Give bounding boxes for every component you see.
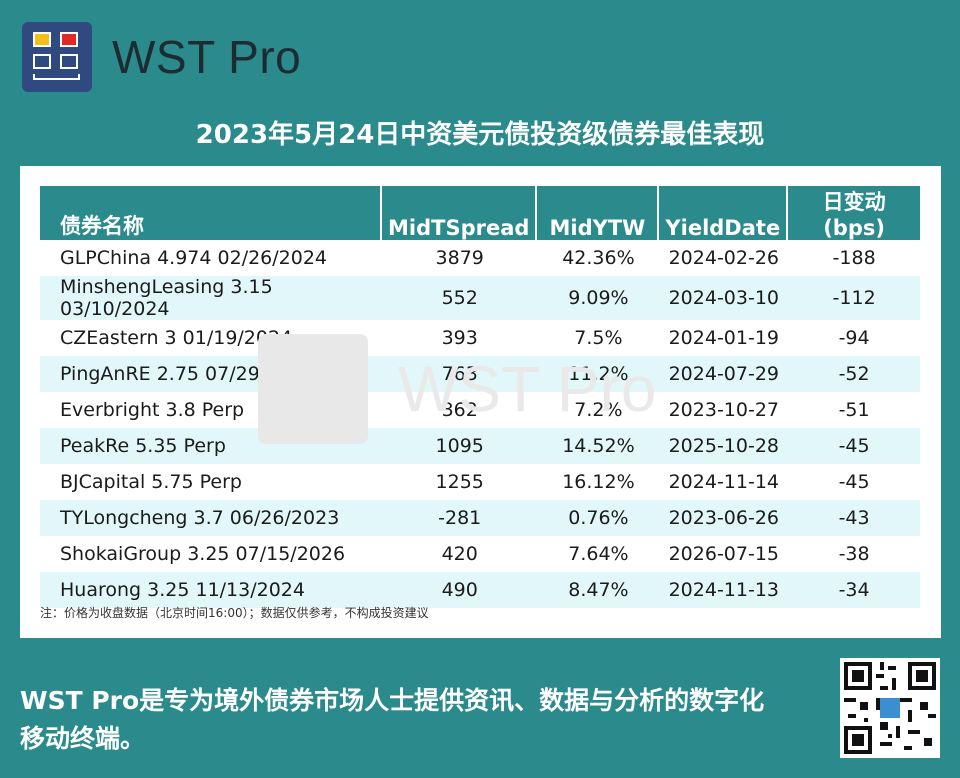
- logo-quad-outline-left: [33, 54, 51, 69]
- cell-midytw: 0.76%: [537, 500, 660, 536]
- table-row: TYLongcheng 3.7 06/26/2023 -281 0.76% 2023-…: [40, 500, 920, 536]
- cell-bond-name: TYLongcheng 3.7 06/26/2023: [40, 500, 382, 536]
- table-row: Everbright 3.8 Perp 362 7.2% 2023-10-27 -51: [40, 392, 920, 428]
- cell-daily-change: -45: [838, 471, 870, 493]
- cell-yielddate: 2025-10-28: [659, 428, 789, 464]
- cell-daily-change: -45: [788, 428, 920, 464]
- cell-daily-change: -34: [788, 572, 920, 608]
- table-panel: 债券名称 MidTSpread MidYTW YieldDate 日变动(bps…: [20, 166, 941, 638]
- cell-midytw: 16.12%: [562, 471, 635, 493]
- cell-daily-change: -94: [838, 327, 870, 349]
- cell-daily-change: -51: [838, 399, 870, 421]
- footer-tagline: WST Pro是专为境外债券市场人士提供资讯、数据与分析的数字化移动终端。: [20, 686, 765, 753]
- header-bond-name: 债券名称: [40, 186, 382, 240]
- cell-midtspread: 3879: [435, 247, 484, 269]
- header-yielddate: YieldDate: [659, 186, 789, 240]
- table-row: ShokaiGroup 3.25 07/15/2026 420 7.64% 2026-…: [40, 536, 920, 572]
- table-row: GLPChina 4.974 02/26/2024 3879 42.36% 2024-…: [40, 240, 920, 276]
- cell-midytw: 14.52%: [537, 428, 660, 464]
- footnote: 注：价格为收盘数据（北京时间16:00）；数据仅供参考，不构成投资建议: [40, 606, 429, 620]
- cell-daily-change: -52: [788, 356, 920, 392]
- cell-midtspread: 552: [382, 276, 538, 320]
- header-midytw: MidYTW: [537, 186, 660, 240]
- cell-bond-name: ShokaiGroup 3.25 07/15/2026: [60, 543, 346, 565]
- logo-quad-yellow: [33, 32, 51, 47]
- table-row: PingAnRE 2.75 07/29/2024 763 11.2% 2024-07-…: [40, 356, 920, 392]
- cell-midtspread: 490: [382, 572, 538, 608]
- logo-icon: [22, 22, 92, 92]
- cell-midytw: 9.09%: [537, 276, 660, 320]
- cell-bond-name: MinshengLeasing 3.15 03/10/2024: [40, 276, 382, 320]
- bond-table: 债券名称 MidTSpread MidYTW YieldDate 日变动(bps…: [40, 186, 920, 608]
- cell-daily-change: -112: [788, 276, 920, 320]
- cell-midtspread: 362: [441, 399, 478, 421]
- header-daily-change: 日变动(bps): [788, 186, 920, 240]
- cell-daily-change: -43: [788, 500, 920, 536]
- cell-yielddate: 2023-06-26: [659, 500, 789, 536]
- header-midtspread: MidTSpread: [382, 186, 538, 240]
- cell-bond-name: CZEastern 3 01/19/2024: [60, 327, 293, 349]
- cell-midytw: 8.47%: [537, 572, 660, 608]
- cell-midtspread: 1095: [382, 428, 538, 464]
- cell-yielddate: 2024-02-26: [668, 247, 780, 269]
- table-header-row: 债券名称 MidTSpread MidYTW YieldDate 日变动(bps…: [40, 186, 920, 240]
- cell-midytw: 42.36%: [562, 247, 635, 269]
- cell-midtspread: 420: [441, 543, 478, 565]
- cell-daily-change: -38: [838, 543, 870, 565]
- table-row: CZEastern 3 01/19/2024 393 7.5% 2024-01-19 -…: [40, 320, 920, 356]
- table-row: BJCapital 5.75 Perp 1255 16.12% 2024-11-14 -…: [40, 464, 920, 500]
- cell-yielddate: 2024-11-14: [668, 471, 780, 493]
- cell-midtspread: 393: [441, 327, 478, 349]
- cell-yielddate: 2024-01-19: [668, 327, 780, 349]
- qr-code-icon: [840, 658, 940, 758]
- cell-midytw: 11.2%: [537, 356, 660, 392]
- table-row: MinshengLeasing 3.15 03/10/2024 552 9.09% 2…: [40, 276, 920, 320]
- cell-yielddate: 2026-07-15: [668, 543, 780, 565]
- cell-bond-name: GLPChina 4.974 02/26/2024: [60, 247, 328, 269]
- cell-bond-name: Everbright 3.8 Perp: [60, 399, 245, 421]
- table-row: PeakRe 5.35 Perp 1095 14.52% 2025-10-28 -45: [40, 428, 920, 464]
- logo-quad-outline-right: [60, 54, 78, 69]
- brand-name: WST Pro: [112, 31, 302, 83]
- cell-midtspread: -281: [382, 500, 538, 536]
- logo-base: [33, 74, 80, 80]
- table-body: GLPChina 4.974 02/26/2024 3879 42.36% 2024-…: [40, 240, 920, 608]
- page-title: 2023年5月24日中资美元债投资级债券最佳表现: [195, 120, 765, 150]
- cell-daily-change: -188: [832, 247, 876, 269]
- cell-bond-name: PingAnRE 2.75 07/29/2024: [40, 356, 382, 392]
- cell-yielddate: 2024-03-10: [659, 276, 789, 320]
- cell-bond-name: PeakRe 5.35 Perp: [40, 428, 382, 464]
- cell-midytw: 7.64%: [568, 543, 629, 565]
- cell-bond-name: BJCapital 5.75 Perp: [60, 471, 242, 493]
- cell-midtspread: 763: [382, 356, 538, 392]
- cell-yielddate: 2024-07-29: [659, 356, 789, 392]
- cell-yielddate: 2024-11-13: [659, 572, 789, 608]
- cell-midtspread: 1255: [435, 471, 484, 493]
- logo-quad-red: [60, 32, 78, 47]
- cell-bond-name: Huarong 3.25 11/13/2024: [40, 572, 382, 608]
- cell-yielddate: 2023-10-27: [668, 399, 780, 421]
- cell-midytw: 7.2%: [574, 399, 623, 421]
- table-row: Huarong 3.25 11/13/2024 490 8.47% 2024-11-1…: [40, 572, 920, 608]
- cell-midytw: 7.5%: [574, 327, 623, 349]
